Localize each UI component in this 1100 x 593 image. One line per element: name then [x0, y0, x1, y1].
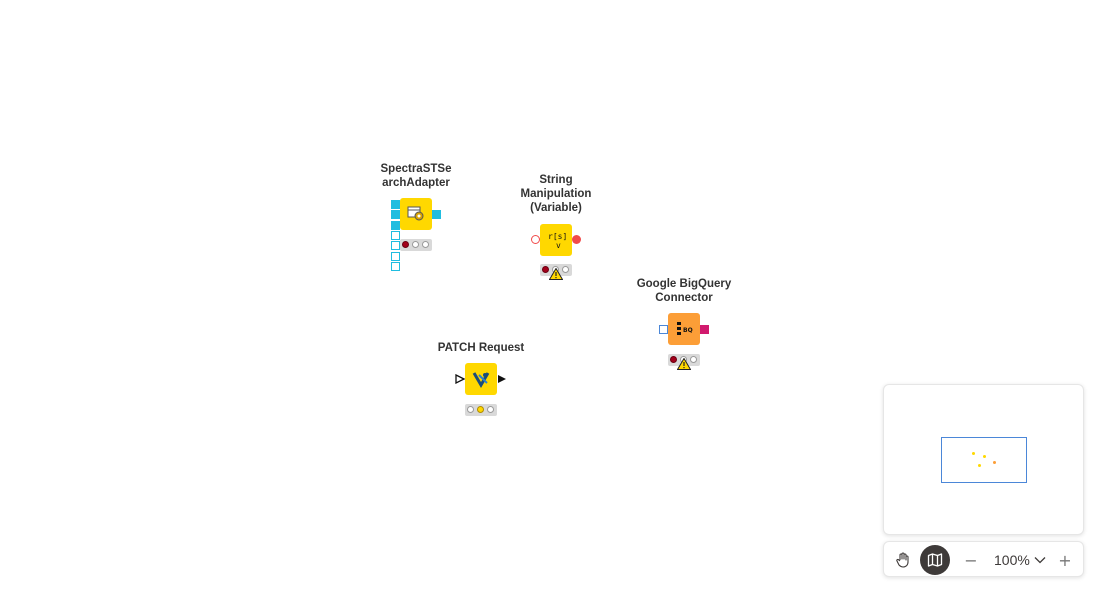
- input-port[interactable]: [391, 262, 400, 271]
- minimap-node: [972, 452, 975, 455]
- input-port[interactable]: [391, 241, 400, 250]
- node-string-manipulation[interactable]: r[s] v: [540, 224, 572, 256]
- status-light-yellow: [477, 406, 484, 413]
- input-port[interactable]: [391, 231, 400, 240]
- rest-patch-icon: [472, 372, 490, 388]
- status-light-red: [542, 266, 549, 273]
- minimap-node: [978, 464, 981, 467]
- minimap[interactable]: [883, 384, 1084, 535]
- input-port[interactable]: [391, 252, 400, 261]
- node-title-patch-request: PATCH Request: [437, 342, 525, 354]
- status-light-off: [412, 241, 419, 248]
- node-title-string-manipulation: String Manipulation (Variable): [520, 174, 592, 214]
- input-port[interactable]: [659, 325, 668, 334]
- output-port[interactable]: [572, 235, 581, 244]
- node-title-spectrasts-search-adapter: SpectraSTSe archAdapter: [380, 163, 452, 189]
- minimap-node: [983, 455, 986, 458]
- zoom-out-button[interactable]: −: [956, 545, 986, 575]
- status-light-off: [467, 406, 474, 413]
- input-port[interactable]: [391, 221, 400, 230]
- status-light-off: [422, 241, 429, 248]
- pan-mode-button[interactable]: [888, 545, 918, 575]
- input-port[interactable]: [391, 200, 400, 209]
- output-port[interactable]: [700, 325, 709, 334]
- bigquery-icon: BQ: [677, 322, 693, 335]
- output-port[interactable]: [497, 374, 507, 384]
- node-status-lights: [465, 404, 497, 416]
- warning-icon: [677, 358, 691, 370]
- svg-text:v: v: [556, 241, 561, 250]
- string-manipulation-icon: r[s] v: [548, 232, 567, 250]
- node-title-google-bigquery-connector: Google BigQuery Connector: [636, 278, 732, 304]
- status-light-red: [402, 241, 409, 248]
- chevron-down-icon[interactable]: [1034, 556, 1046, 564]
- input-port[interactable]: [391, 210, 400, 219]
- hand-icon: [896, 552, 909, 568]
- node-google-bigquery-connector[interactable]: BQ: [668, 313, 700, 345]
- svg-text:r[s]: r[s]: [548, 232, 567, 241]
- plus-icon: +: [1058, 550, 1072, 570]
- minus-icon: −: [964, 550, 978, 570]
- zoom-level[interactable]: 100%: [994, 552, 1030, 568]
- map-icon: [927, 553, 943, 567]
- node-patch-request[interactable]: [465, 363, 497, 395]
- status-light-red: [670, 356, 677, 363]
- minimap-node: [993, 461, 996, 464]
- status-light-off: [562, 266, 569, 273]
- canvas-toolbar: − 100% +: [883, 541, 1084, 577]
- input-port[interactable]: [455, 374, 465, 384]
- status-light-off: [690, 356, 697, 363]
- input-port[interactable]: [531, 235, 540, 244]
- node-status-lights: [400, 239, 432, 251]
- gear-table-icon: [407, 206, 424, 221]
- minimap-toggle-button[interactable]: [920, 545, 950, 575]
- output-port[interactable]: [432, 210, 441, 219]
- status-light-off: [487, 406, 494, 413]
- warning-icon: [549, 268, 563, 280]
- node-spectrasts-search-adapter[interactable]: [400, 198, 432, 230]
- zoom-in-button[interactable]: +: [1050, 545, 1080, 575]
- minimap-viewport[interactable]: [941, 437, 1027, 483]
- svg-text:BQ: BQ: [683, 327, 693, 334]
